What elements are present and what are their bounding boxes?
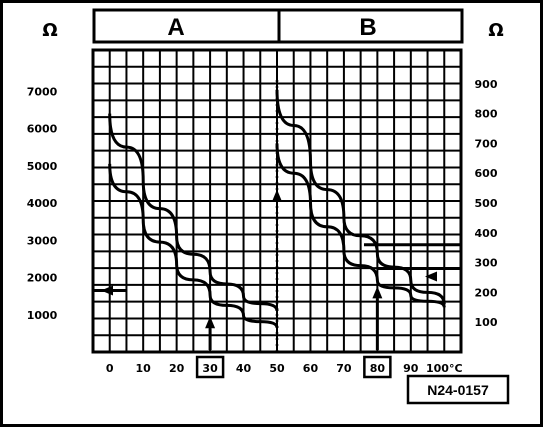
y-right-tick-label: 700 [475, 137, 498, 150]
y-right-unit-label: Ω [488, 20, 503, 41]
y-left-tick-label: 5000 [27, 160, 58, 173]
curve-a-upper [108, 113, 279, 312]
arrow-up-80 [372, 286, 383, 299]
arrow-right-b [425, 271, 437, 282]
x-tick-label: 60 [303, 362, 319, 375]
reference-code: N24-0157 [427, 382, 489, 398]
x-tick-label: 50 [269, 362, 285, 375]
x-tick-highlight-box [195, 355, 225, 379]
y-right-tick-label: 100 [475, 316, 498, 329]
curve-a-lower [108, 163, 279, 329]
y-left-tick-label: 6000 [27, 123, 58, 136]
y-left-tick-label: 2000 [27, 272, 58, 285]
annotation-marks [93, 189, 461, 350]
arrow-up-30 [205, 316, 216, 329]
x-tick-label: 0 [106, 362, 114, 375]
reference-box [406, 374, 510, 405]
x-tick-label: 100°C [426, 362, 463, 375]
x-tick-label: 30 [202, 362, 218, 375]
arrow-left-a [101, 285, 113, 296]
curve-b-upper [275, 89, 446, 305]
panel-a-header-box [92, 8, 281, 44]
y-right-tick-label: 400 [475, 227, 498, 240]
y-left-tick-label: 1000 [27, 309, 58, 322]
x-tick-label: 80 [370, 362, 386, 375]
y-right-tick-label: 500 [475, 197, 498, 210]
curve-b-lower [275, 143, 446, 308]
x-tick-label: 90 [403, 362, 419, 375]
y-left-tick-label: 3000 [27, 234, 58, 247]
panel-a-label: A [167, 14, 184, 41]
panel-b-header-box [277, 8, 464, 44]
x-tick-label: 10 [136, 362, 152, 375]
x-tick-highlight-box [363, 355, 392, 379]
y-right-tick-label: 900 [475, 78, 498, 91]
grid [91, 48, 463, 354]
x-tick-label: 20 [169, 362, 185, 375]
y-right-tick-label: 600 [475, 167, 498, 180]
y-right-tick-label: 800 [475, 108, 498, 121]
y-left-unit-label: Ω [42, 20, 57, 41]
y-left-tick-label: 4000 [27, 197, 58, 210]
arrow-up-50 [272, 189, 282, 202]
x-tick-label: 70 [336, 362, 352, 375]
ticks: 0 10 20 30 40 50 60 70 80 90 100°C 7000 6000 5000 4000… [27, 78, 498, 379]
x-tick-label: 40 [236, 362, 252, 375]
y-right-tick-label: 300 [475, 257, 498, 270]
y-left-tick-label: 7000 [27, 85, 58, 98]
panel-b-label: B [359, 14, 376, 41]
curves [108, 89, 446, 329]
y-right-tick-label: 200 [475, 286, 498, 299]
